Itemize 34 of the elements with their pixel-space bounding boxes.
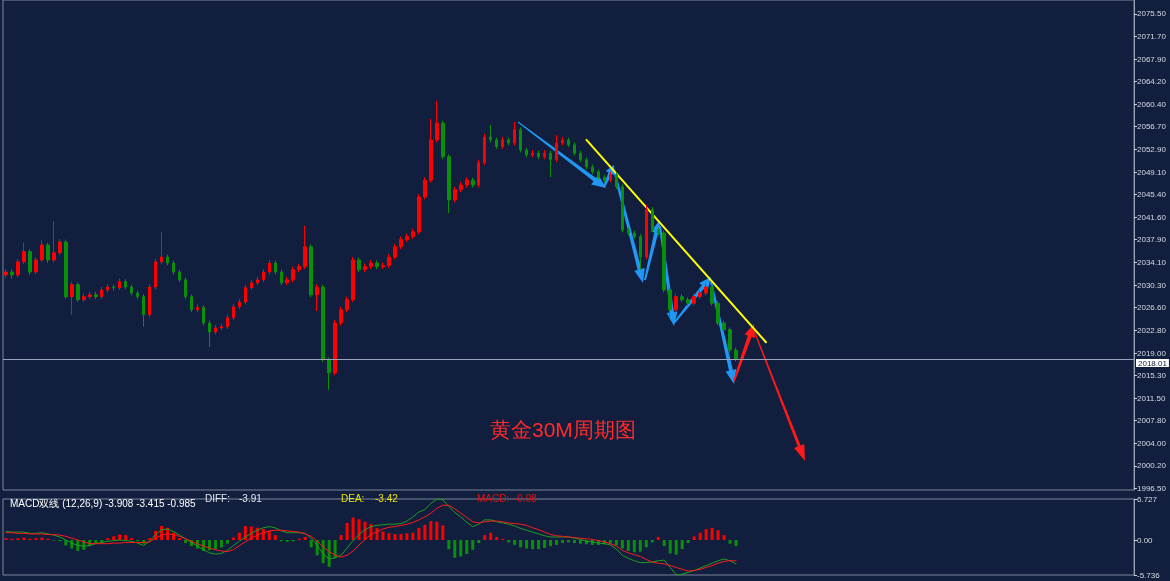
y-tick-label: -5.736 bbox=[1137, 570, 1161, 580]
y-tick-label: 2064.20 bbox=[1137, 77, 1167, 87]
y-tick-label: 2056.70 bbox=[1137, 122, 1167, 132]
y-tick-label: 2000.20 bbox=[1137, 461, 1167, 471]
y-tick-label: 2022.80 bbox=[1137, 325, 1167, 335]
annotation: 黄金30M周期图 bbox=[490, 418, 636, 441]
ref-line-label: 2018.01 bbox=[1138, 358, 1168, 368]
annotation: -0.98 bbox=[514, 492, 538, 504]
y-tick-label: 2030.30 bbox=[1137, 280, 1167, 290]
y-tick-label: 2041.60 bbox=[1137, 212, 1167, 222]
annotation: MACD: bbox=[477, 492, 510, 504]
y-tick-label: 2071.70 bbox=[1137, 32, 1167, 42]
annotation: DIFF: bbox=[205, 492, 230, 504]
y-tick-label: 2052.90 bbox=[1137, 145, 1167, 155]
y-tick-label: 2075.50 bbox=[1137, 9, 1167, 19]
annotation: -3.42 bbox=[375, 492, 399, 504]
annotation: DEA: bbox=[341, 492, 365, 504]
y-tick-label: 2015.30 bbox=[1137, 370, 1167, 380]
y-tick-label: 0.00 bbox=[1137, 535, 1154, 545]
y-tick-label: 2037.90 bbox=[1137, 235, 1167, 245]
y-tick-label: 2034.10 bbox=[1137, 257, 1167, 267]
y-tick-label: 2067.90 bbox=[1137, 54, 1167, 64]
y-tick-label: 2049.10 bbox=[1137, 167, 1167, 177]
y-tick-label: 2004.00 bbox=[1137, 438, 1167, 448]
y-tick-label: 6.727 bbox=[1137, 494, 1158, 504]
y-tick-label: 2060.40 bbox=[1137, 99, 1167, 109]
annotation: -3.91 bbox=[239, 492, 263, 504]
y-tick-label: 2026.60 bbox=[1137, 302, 1167, 312]
y-tick-label: 2007.80 bbox=[1137, 415, 1167, 425]
chart-title: MACD双线 (12,26,9) -3.908 -3.415 -0.985 bbox=[10, 497, 197, 509]
y-tick-label: 1996.50 bbox=[1137, 483, 1167, 493]
y-tick-label: 2045.40 bbox=[1137, 190, 1167, 200]
y-tick-label: 2011.50 bbox=[1137, 393, 1166, 403]
y-tick-label: 2019.00 bbox=[1137, 348, 1167, 358]
